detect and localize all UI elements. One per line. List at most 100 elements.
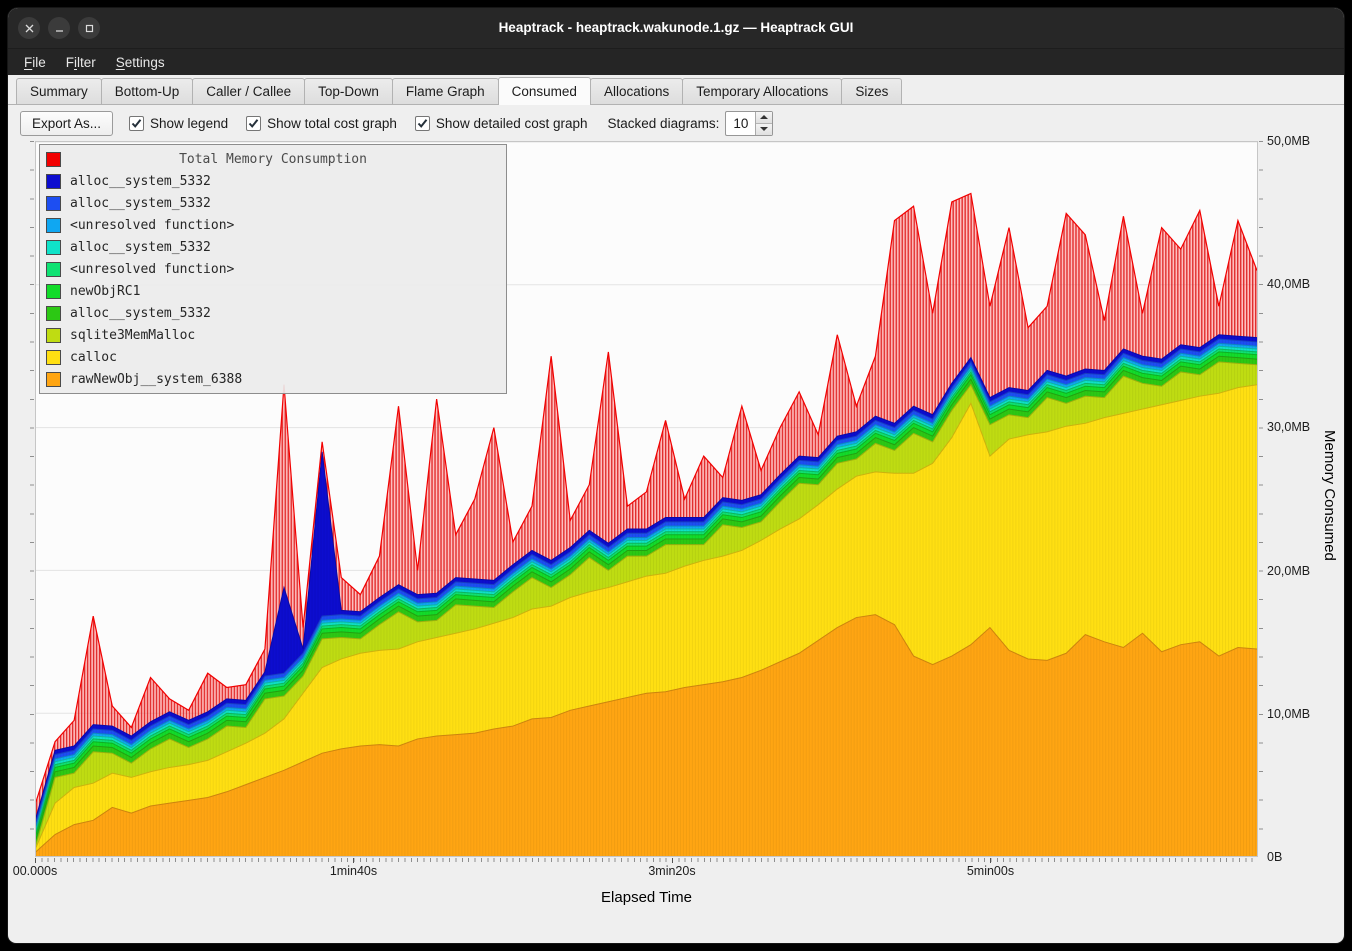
stacked-diagrams-spinbox[interactable]: 10 (725, 110, 774, 136)
tab-bar: Summary Bottom-Up Caller / Callee Top-Down F… (8, 75, 1344, 105)
y-axis-tick-label: 20,0MB (1267, 563, 1311, 578)
memory-consumption-graph[interactable] (36, 142, 1257, 856)
y-axis-minor-ticks-right (1259, 141, 1263, 857)
legend-row: alloc__system_5332 (44, 236, 502, 258)
spin-down-button[interactable] (756, 122, 773, 135)
checkbox-show-total-cost-graph[interactable]: Show total cost graph (246, 115, 397, 131)
legend-row: calloc (44, 346, 502, 368)
close-button[interactable] (18, 17, 40, 39)
spin-down-icon (760, 127, 769, 131)
legend-label: alloc__system_5332 (70, 173, 211, 189)
y-axis-title: Memory Consumed (1321, 430, 1338, 561)
maximize-icon (84, 23, 95, 34)
legend-swatch (46, 217, 61, 233)
legend-row: sqlite3MemMalloc (44, 324, 502, 346)
checkbox-label: Show detailed cost graph (435, 115, 588, 131)
y-axis-tick-label: 10,0MB (1267, 706, 1311, 721)
y-axis-tick-label: 0B (1267, 850, 1283, 864)
legend-row: alloc__system_5332 (44, 170, 502, 192)
legend-label: <unresolved function> (70, 261, 235, 277)
tab-flame-graph[interactable]: Flame Graph (391, 78, 499, 104)
y-axis-tick-label: 30,0MB (1267, 420, 1311, 435)
y-axis-tick-label: 50,0MB (1267, 134, 1311, 148)
x-axis-tick (990, 858, 992, 863)
tab-top-down[interactable]: Top-Down (304, 78, 393, 104)
legend-swatch (46, 195, 61, 211)
menu-filter[interactable]: Filter (65, 54, 96, 70)
x-axis-tick-label: 00.000s (12, 864, 58, 878)
legend-row: <unresolved function> (44, 214, 502, 236)
legend-swatch (46, 283, 61, 299)
toolbar: Export As... Show legend Show total cost … (8, 105, 1344, 141)
checkbox-box (129, 115, 145, 131)
legend-label: rawNewObj__system_6388 (70, 371, 243, 387)
checkbox-show-detailed-cost-graph[interactable]: Show detailed cost graph (414, 115, 588, 131)
x-axis-tick-label: 1min40s (329, 864, 378, 878)
maximize-button[interactable] (78, 17, 100, 39)
checkbox-label: Show total cost graph (267, 115, 397, 131)
x-axis-tick (353, 858, 355, 863)
y-axis-minor-ticks-left (30, 141, 34, 857)
legend-swatch (46, 261, 61, 277)
checkbox-box (246, 115, 262, 131)
legend-row: newObjRC1 (44, 280, 502, 302)
legend-label: alloc__system_5332 (70, 305, 211, 321)
tab-sizes[interactable]: Sizes (841, 78, 903, 104)
legend-swatch (46, 349, 61, 365)
x-axis-tick (35, 858, 36, 863)
menu-bar: File Filter Settings (8, 48, 1344, 75)
window-controls (18, 17, 100, 39)
menu-settings[interactable]: Settings (115, 54, 165, 70)
tab-consumed[interactable]: Consumed (497, 77, 591, 105)
legend-label: <unresolved function> (70, 217, 235, 233)
legend-label: sqlite3MemMalloc (70, 327, 196, 343)
tab-summary[interactable]: Summary (16, 78, 102, 104)
window-title: Heaptrack - heaptrack.wakunode.1.gz — He… (498, 20, 854, 35)
legend-swatch (46, 371, 61, 387)
export-as-button[interactable]: Export As... (20, 110, 114, 136)
x-axis-minor-ticks (35, 858, 1258, 862)
legend-swatch (46, 151, 61, 167)
plot-area: Total Memory Consumption alloc__system_53… (35, 141, 1258, 857)
spin-up-button[interactable] (756, 111, 773, 123)
x-axis-tick (671, 858, 673, 863)
legend-row: <unresolved function> (44, 258, 502, 280)
stacked-diagrams-label: Stacked diagrams: (607, 115, 720, 131)
checkbox-show-legend[interactable]: Show legend (129, 115, 229, 131)
minimize-icon (54, 23, 65, 34)
x-axis-tick-label: 3min20s (648, 864, 696, 878)
heaptrack-window: Heaptrack - heaptrack.wakunode.1.gz — He… (8, 8, 1344, 943)
legend-label: alloc__system_5332 (70, 195, 211, 211)
x-axis-tick-label: 5min00s (966, 864, 1015, 878)
legend-row: alloc__system_5332 (44, 302, 502, 324)
legend-swatch (46, 173, 61, 189)
consumed-chart-area: Total Memory Consumption alloc__system_53… (8, 134, 1344, 943)
tab-caller-callee[interactable]: Caller / Callee (192, 78, 306, 104)
spinbox-buttons (755, 111, 773, 135)
y-axis-tick-label: 40,0MB (1267, 277, 1311, 292)
checkbox-box (414, 115, 430, 131)
legend-swatch (46, 305, 61, 321)
menu-file[interactable]: File (24, 54, 46, 70)
close-icon (24, 23, 35, 34)
legend-swatch (46, 239, 61, 255)
legend-label: calloc (70, 349, 117, 365)
tab-temporary-allocations[interactable]: Temporary Allocations (682, 78, 843, 104)
legend-swatch (46, 327, 61, 343)
legend-title-row: Total Memory Consumption (44, 148, 502, 170)
checkbox-label: Show legend (150, 115, 229, 131)
minimize-button[interactable] (48, 17, 70, 39)
tab-bottom-up[interactable]: Bottom-Up (100, 78, 194, 104)
legend-label: alloc__system_5332 (70, 239, 211, 255)
legend-row: alloc__system_5332 (44, 192, 502, 214)
spinbox-value[interactable]: 10 (733, 115, 749, 131)
titlebar[interactable]: Heaptrack - heaptrack.wakunode.1.gz — He… (8, 8, 1344, 48)
checkbox-group: Show legend Show total cost graph Show det… (129, 115, 588, 131)
legend-row: rawNewObj__system_6388 (44, 368, 502, 390)
spin-up-icon (760, 115, 769, 119)
legend-label: newObjRC1 (70, 283, 141, 299)
chart-legend: Total Memory Consumption alloc__system_53… (39, 144, 507, 394)
legend-title: Total Memory Consumption (179, 151, 367, 167)
tab-allocations[interactable]: Allocations (589, 78, 684, 104)
x-axis-title: Elapsed Time (601, 889, 692, 906)
